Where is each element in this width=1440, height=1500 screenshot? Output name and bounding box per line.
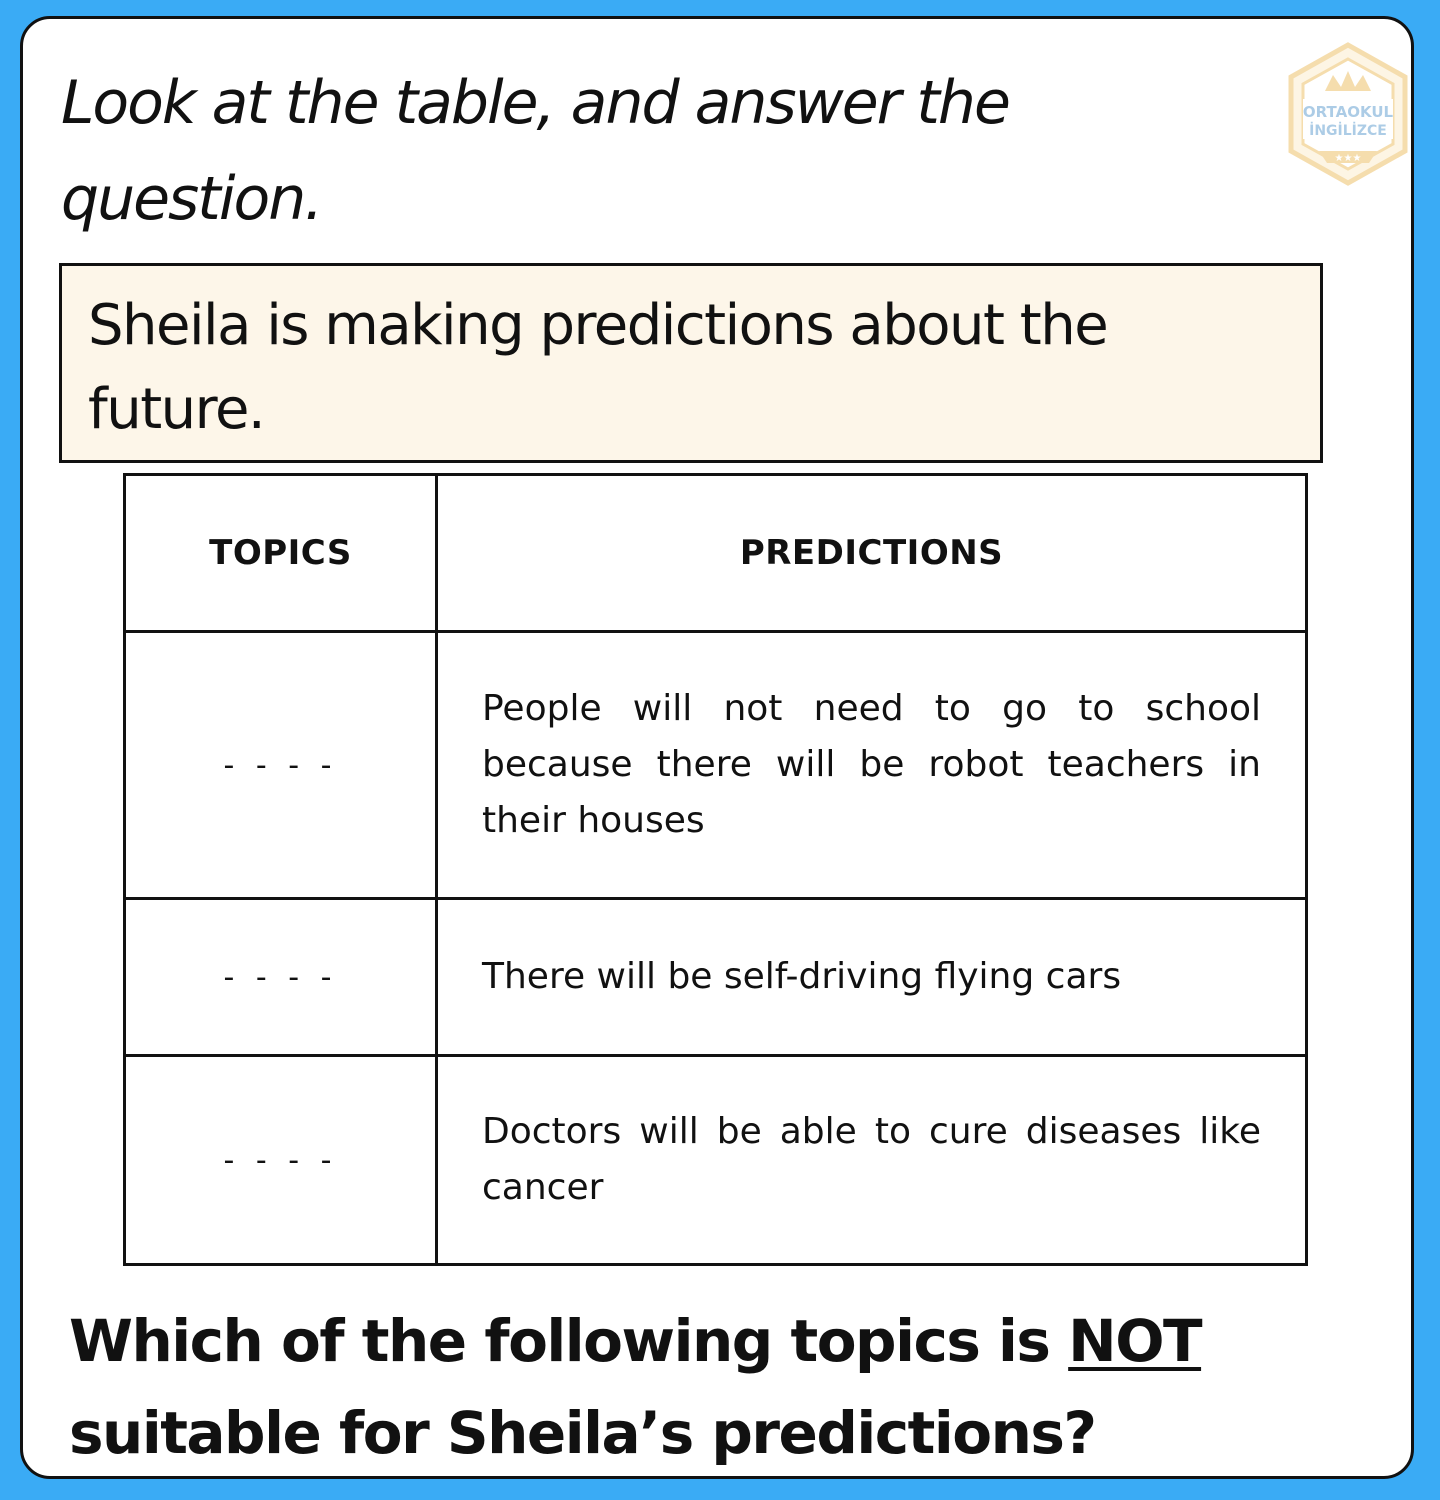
question-emphasis: NOT: [1068, 1307, 1202, 1375]
context-text: Sheila is making predictions about the f…: [88, 293, 1109, 442]
question-after: suitable for Sheila’s predictions?: [69, 1399, 1097, 1467]
table-row: - - - - People will not need to go to sc…: [123, 630, 1308, 900]
table-header-row: TOPICS PREDICTIONS: [123, 473, 1308, 633]
instruction-text: Look at the table, and answer the questi…: [61, 68, 1011, 234]
table-row: - - - - There will be self-driving flyin…: [123, 897, 1308, 1057]
logo-line2: İNGİLİZCE: [1309, 122, 1387, 139]
ortaokul-ingilizce-logo: ORTAOKUL İNGİLİZCE ★★★: [1285, 41, 1411, 187]
svg-text:★★★: ★★★: [1335, 153, 1362, 164]
topic-cell: - - - -: [123, 897, 438, 1057]
topic-cell: - - - -: [123, 1054, 438, 1266]
table-row: - - - - Doctors will be able to cure dis…: [123, 1054, 1308, 1266]
logo-line1: ORTAOKUL: [1303, 103, 1394, 121]
context-box: Sheila is making predictions about the f…: [59, 263, 1323, 463]
predictions-table: TOPICS PREDICTIONS - - - - People will n…: [123, 473, 1308, 1266]
prediction-cell: There will be self-driving flying cars: [435, 897, 1308, 1057]
question-before: Which of the following topics is: [69, 1307, 1069, 1375]
prediction-cell: People will not need to go to school bec…: [435, 630, 1308, 900]
header-topics: TOPICS: [123, 473, 438, 633]
topic-cell: - - - -: [123, 630, 438, 900]
question-text: Which of the following topics is NOT sui…: [69, 1295, 1399, 1479]
header-predictions: PREDICTIONS: [435, 473, 1308, 633]
question-card: Look at the table, and answer the questi…: [20, 16, 1414, 1479]
prediction-cell: Doctors will be able to cure diseases li…: [435, 1054, 1308, 1266]
